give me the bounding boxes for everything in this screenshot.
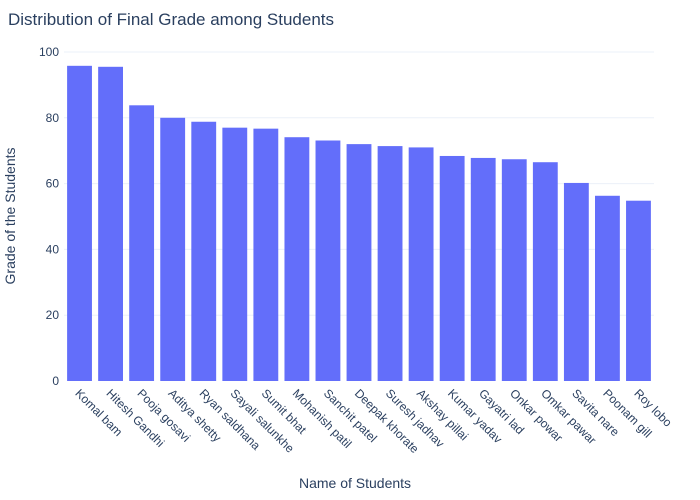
bars [67,65,651,382]
x-axis-title: Name of Students [299,475,411,491]
bar[interactable] [222,127,248,381]
bar[interactable] [408,147,434,381]
bar[interactable] [346,144,372,381]
bar[interactable] [595,195,620,381]
bar[interactable] [284,137,310,381]
y-tick-label: 60 [46,177,60,191]
bar[interactable] [532,162,558,381]
bar[interactable] [470,157,496,381]
bar[interactable] [563,182,589,381]
bar[interactable] [253,128,279,381]
bar[interactable] [160,117,186,382]
y-tick-label: 40 [46,242,60,256]
bar[interactable] [98,66,123,382]
y-axis-title: Grade of the Students [2,148,18,285]
bar[interactable] [67,65,92,382]
bar[interactable] [315,140,341,381]
bar[interactable] [377,146,403,381]
bar[interactable] [439,155,465,381]
bar[interactable] [191,121,217,382]
chart-title: Distribution of Final Grade among Studen… [8,10,334,29]
bar[interactable] [501,159,527,381]
bar[interactable] [626,200,651,381]
y-tick-label: 20 [46,308,60,322]
y-axis-ticks: 0 20 40 60 80 100 [39,45,59,388]
y-tick-label: 0 [52,374,59,388]
bar[interactable] [129,105,155,381]
y-tick-label: 80 [46,111,60,125]
y-tick-label: 100 [39,45,59,59]
